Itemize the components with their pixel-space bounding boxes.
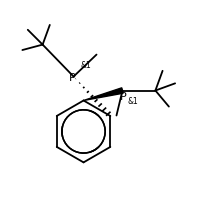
- Text: &1: &1: [127, 96, 138, 105]
- Text: P: P: [120, 91, 127, 101]
- Text: &1: &1: [81, 61, 91, 70]
- Polygon shape: [84, 88, 123, 101]
- Text: P: P: [69, 72, 76, 82]
